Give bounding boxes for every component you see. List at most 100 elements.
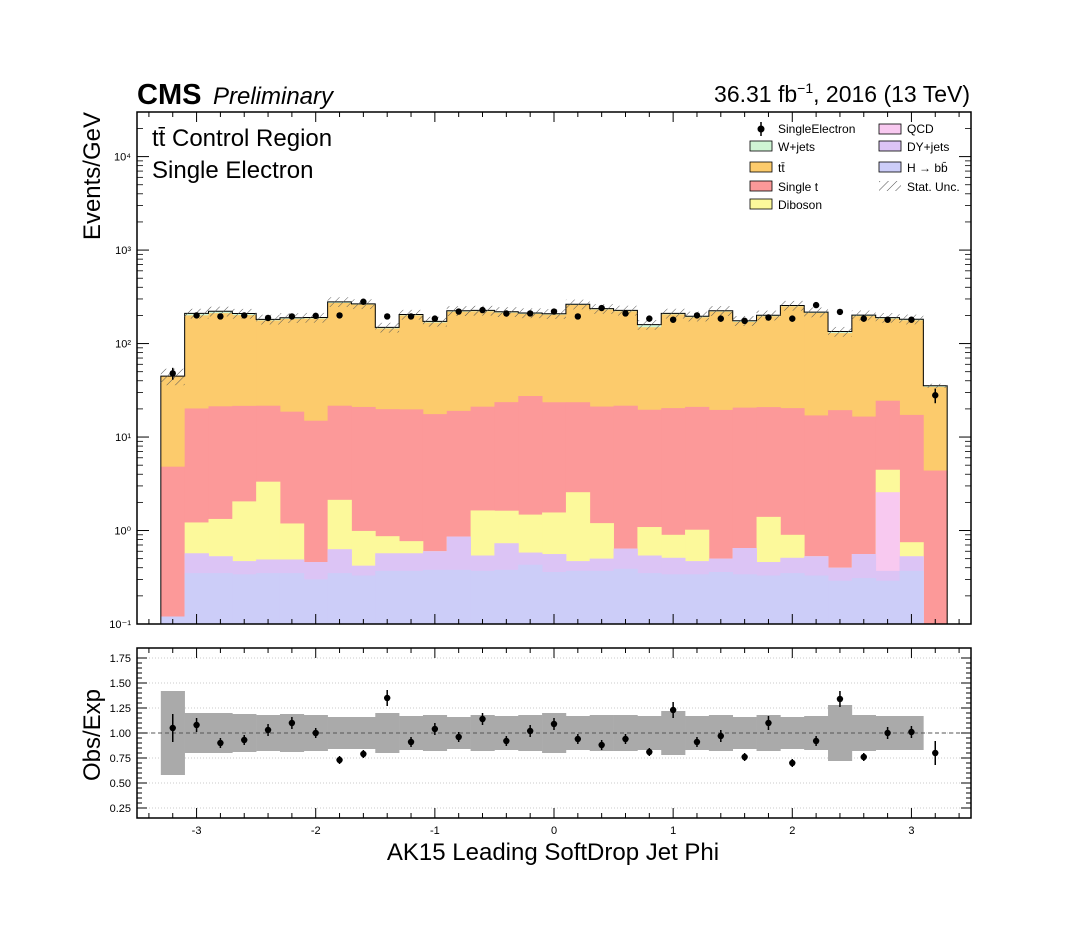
ratio-y-tick-label: 1.50	[110, 678, 131, 690]
data-point	[860, 315, 867, 322]
legend-label-diboson: Diboson	[778, 198, 822, 212]
legend-item-stat: Stat. Unc.	[879, 180, 960, 194]
ratio-plot: 0.25 0.50 0.75 1.00 1.25 1.50 1.75 -3 -2 -1 0 1 2 3 Ob…	[79, 647, 972, 866]
legend-item-singlet: Single t	[749, 180, 819, 194]
data-point	[932, 392, 939, 399]
data-point	[384, 313, 391, 320]
ratio-point	[455, 733, 462, 741]
ratio-axes: 0.25 0.50 0.75 1.00 1.25 1.50 1.75 -3 -2 -1 0 1 2 3 Ob…	[79, 647, 972, 866]
stat-unc-hatch	[923, 383, 948, 388]
ratio-point	[526, 727, 534, 735]
data-point	[455, 308, 462, 315]
ratio-point	[717, 732, 724, 740]
stat-unc-hatch	[637, 319, 662, 330]
data-point	[503, 310, 510, 317]
stack-bar-hbb	[470, 570, 495, 624]
ratio-point	[360, 750, 367, 758]
ratio-point	[765, 719, 772, 727]
stacked-histograms	[160, 301, 948, 624]
stack-bar-hbb	[351, 575, 376, 624]
legend-item-dyjets: DY+jets	[878, 140, 949, 154]
ratio-point	[479, 715, 486, 723]
ratio-point	[550, 720, 558, 728]
lumi-suffix: , 2016 (13 TeV)	[813, 81, 970, 107]
y-tick-label: 10⁴	[114, 152, 131, 164]
data-point	[741, 317, 748, 325]
ratio-y-axis-label: Obs/Exp	[79, 689, 106, 781]
legend-label-hbb: H → bb̄	[907, 161, 948, 175]
ratio-point	[622, 735, 629, 743]
legend-label-ttbar: tt̄	[778, 161, 785, 175]
ratio-y-tick-label: 0.25	[110, 803, 131, 815]
stack-bar-hbb	[875, 580, 900, 624]
y-tick-label: 10⁰	[114, 526, 131, 538]
stack-bar-hbb	[279, 573, 305, 624]
data-point	[717, 315, 724, 322]
data-point	[193, 312, 200, 319]
ratio-point	[789, 759, 796, 767]
data-point	[693, 312, 701, 319]
ratio-y-tick-label: 0.75	[110, 753, 131, 765]
stack-bar-hbb	[637, 573, 662, 624]
data-points	[169, 298, 939, 404]
legend-item-hbb: H → bb̄	[878, 161, 948, 175]
ratio-point	[574, 735, 582, 743]
experiment-label: CMS	[137, 79, 201, 111]
ratio-point	[836, 695, 844, 703]
data-point	[264, 314, 272, 322]
ratio-point	[646, 748, 653, 756]
stack-bar-singlet	[160, 466, 186, 624]
stat-unc-hatch	[661, 308, 686, 319]
region-title: tt̄ Control Region	[152, 125, 332, 152]
ratio-point	[884, 729, 891, 737]
stack-bar-hbb	[804, 575, 829, 624]
ratio-point	[288, 719, 296, 727]
main-plot: 10⁻¹ 10⁰ 10¹ 10² 10³ 10⁴ Events/GeV	[79, 111, 972, 631]
main-axes: 10⁻¹ 10⁰ 10¹ 10² 10³ 10⁴ Events/GeV	[79, 111, 972, 631]
stat-unc-hatch	[375, 322, 400, 333]
stack-bar-hbb	[494, 569, 519, 624]
x-tick-label: -1	[430, 825, 440, 837]
legend-item-ttbar: tt̄	[749, 161, 785, 175]
stack-bar-hbb	[208, 573, 233, 624]
ratio-points	[169, 690, 939, 767]
stack-bar-hbb	[828, 580, 853, 624]
stat-unc-hatch	[708, 306, 733, 316]
y-tick-label: 10⁻¹	[109, 619, 131, 631]
x-tick-label: 3	[908, 825, 914, 837]
ratio-point	[217, 739, 224, 747]
ratio-point	[932, 749, 939, 757]
stack-bar-singlet	[923, 470, 948, 624]
stack-bar-hbb	[685, 574, 710, 624]
data-point	[884, 316, 891, 323]
legend-label-data: SingleElectron	[778, 122, 855, 136]
ratio-y-tick-label: 1.25	[110, 703, 131, 715]
ratio-point	[741, 753, 748, 761]
data-point	[622, 310, 629, 317]
ratio-point	[193, 721, 200, 729]
x-tick-label: -3	[192, 825, 202, 837]
stat-unc-hatch	[327, 297, 352, 308]
x-tick-label: 1	[670, 825, 676, 837]
y-tick-label: 10²	[115, 339, 131, 351]
ratio-point	[812, 737, 820, 745]
stat-unc-hatch	[804, 307, 829, 318]
data-point	[169, 370, 176, 377]
ratio-point	[598, 741, 605, 749]
ratio-point	[669, 706, 677, 714]
region-subtitle: Single Electron	[152, 157, 313, 184]
lumi-label: 36.31 fb−1, 2016 (13 TeV)	[714, 80, 970, 107]
legend: SingleElectron W+jets tt̄ Single t Dibos…	[749, 122, 960, 212]
ratio-point	[241, 736, 248, 744]
ratio-y-tick-label: 1.75	[110, 653, 131, 665]
y-axis-label: Events/GeV	[79, 112, 106, 240]
data-point	[765, 314, 772, 321]
ratio-point	[503, 737, 510, 745]
data-point	[836, 308, 844, 316]
stack-bar-hbb	[708, 571, 734, 624]
ratio-point	[860, 753, 867, 761]
stat-unc-hatch	[828, 326, 852, 337]
data-point	[360, 298, 367, 305]
